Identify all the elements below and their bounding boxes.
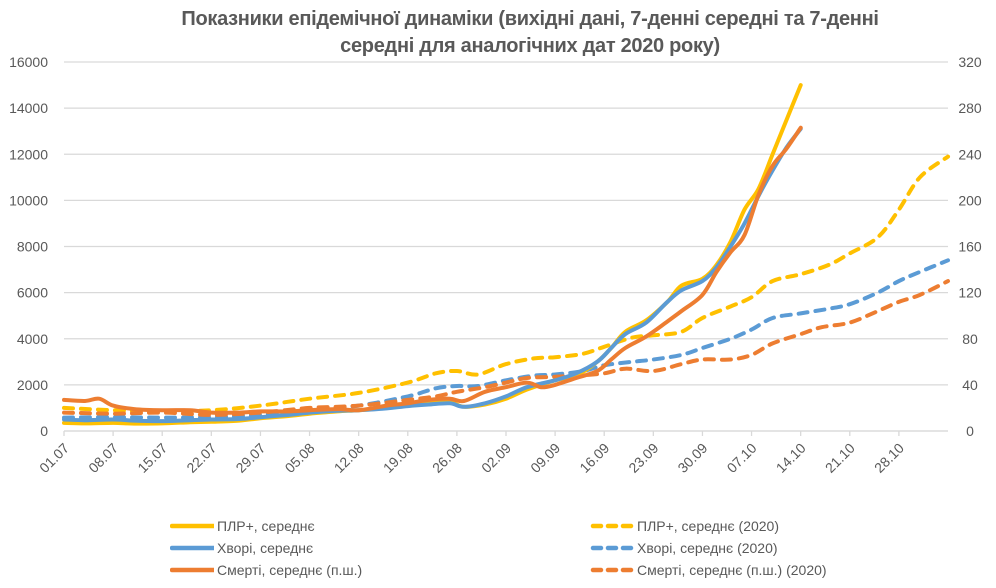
y-left-tick-label: 16000 bbox=[9, 54, 48, 70]
x-axis: 01.07 08.07 15.07 22.07 29.07 05.08 12.08 19.08… bbox=[36, 430, 948, 476]
legend-item: Смерті, середнє (п.ш.) bbox=[170, 559, 362, 581]
y-left-tick-label: 2000 bbox=[17, 377, 48, 393]
legend: ПЛР+, середнє Хворі, середнє Смерті, сер… bbox=[170, 515, 910, 585]
chart-title-line-1: Показники епідемічної динаміки (вихідні … bbox=[181, 8, 879, 30]
x-tick-label: 01.07 bbox=[36, 440, 72, 476]
y-right-tick-label: 320 bbox=[958, 54, 982, 70]
x-tick-label: 30.09 bbox=[674, 440, 710, 476]
chart-title-line-2: середні для аналогічних дат 2020 року) bbox=[340, 35, 720, 57]
x-tick-label: 08.07 bbox=[85, 440, 121, 476]
plr-2020-line bbox=[62, 154, 950, 414]
x-tick-label: 05.08 bbox=[282, 440, 318, 476]
y-right-tick-label: 40 bbox=[962, 377, 978, 393]
y-left-tick-label: 10000 bbox=[9, 192, 48, 208]
legend-item: Хворі, середнє bbox=[170, 537, 313, 559]
legend-swatch-solid-orange bbox=[170, 567, 214, 573]
y-left-tick-label: 12000 bbox=[9, 146, 48, 162]
y-right-tick-label: 80 bbox=[962, 331, 978, 347]
legend-label: ПЛР+, середнє (2020) bbox=[637, 518, 779, 534]
legend-label: Хворі, середнє bbox=[217, 540, 314, 556]
x-tick-label: 02.09 bbox=[478, 440, 514, 476]
y-right-tick-label: 0 bbox=[966, 423, 974, 439]
legend-swatch-dashed-yellow bbox=[590, 523, 634, 529]
legend-label: Смерті, середнє (п.ш.) bbox=[217, 562, 363, 578]
y-right-tick-label: 280 bbox=[958, 100, 982, 116]
legend-item: Хворі, середнє (2020) bbox=[590, 537, 778, 559]
x-tick-label: 14.10 bbox=[773, 440, 809, 476]
x-tick-label: 21.10 bbox=[822, 440, 858, 476]
deaths-line bbox=[62, 125, 803, 415]
y-left-tick-label: 8000 bbox=[17, 239, 48, 255]
x-tick-label: 22.07 bbox=[183, 440, 219, 476]
x-tick-label: 29.07 bbox=[232, 440, 268, 476]
x-tick-label: 28.10 bbox=[871, 440, 907, 476]
x-tick-label: 19.08 bbox=[380, 440, 416, 476]
y-right-tick-label: 200 bbox=[958, 192, 982, 208]
chart-title: Показники епідемічної динаміки (вихідні … bbox=[0, 6, 996, 60]
x-tick-label: 26.08 bbox=[429, 440, 465, 476]
y-left-tick-label: 14000 bbox=[9, 100, 48, 116]
x-tick-label: 12.08 bbox=[331, 440, 367, 476]
y-right-tick-label: 160 bbox=[958, 239, 982, 255]
legend-item: ПЛР+, середнє bbox=[170, 515, 315, 537]
gridlines bbox=[64, 61, 948, 432]
legend-item: ПЛР+, середнє (2020) bbox=[590, 515, 779, 537]
legend-swatch-solid-blue bbox=[170, 545, 214, 551]
legend-swatch-solid-yellow bbox=[170, 523, 214, 529]
x-tick-label: 23.09 bbox=[625, 440, 661, 476]
plr-line bbox=[62, 83, 803, 426]
legend-label: ПЛР+, середнє bbox=[217, 518, 315, 534]
cases-line bbox=[62, 126, 803, 424]
legend-label: Смерті, середнє (п.ш.) (2020) bbox=[637, 562, 827, 578]
series-lines bbox=[62, 83, 950, 426]
x-tick-label: 07.10 bbox=[724, 440, 760, 476]
y-left-tick-label: 6000 bbox=[17, 285, 48, 301]
x-tick-label: 16.09 bbox=[576, 440, 612, 476]
y-left-tick-label: 4000 bbox=[17, 331, 48, 347]
chart-plot: 0 2000 4000 6000 8000 10000 12000 14000 16000 0 4… bbox=[9, 54, 982, 476]
legend-label: Хворі, середнє (2020) bbox=[637, 540, 778, 556]
y-axis-left: 0 2000 4000 6000 8000 10000 12000 14000 16000 bbox=[9, 54, 48, 439]
legend-swatch-dashed-orange bbox=[590, 567, 634, 573]
legend-item: Смерті, середнє (п.ш.) (2020) bbox=[590, 559, 827, 581]
y-right-tick-label: 240 bbox=[958, 146, 982, 162]
y-left-tick-label: 0 bbox=[40, 423, 48, 439]
legend-swatch-dashed-blue bbox=[590, 545, 634, 551]
y-axis-right: 0 40 80 120 160 200 240 280 320 bbox=[958, 54, 982, 439]
x-tick-label: 09.09 bbox=[527, 440, 563, 476]
x-tick-label: 15.07 bbox=[134, 440, 170, 476]
y-right-tick-label: 120 bbox=[958, 285, 982, 301]
